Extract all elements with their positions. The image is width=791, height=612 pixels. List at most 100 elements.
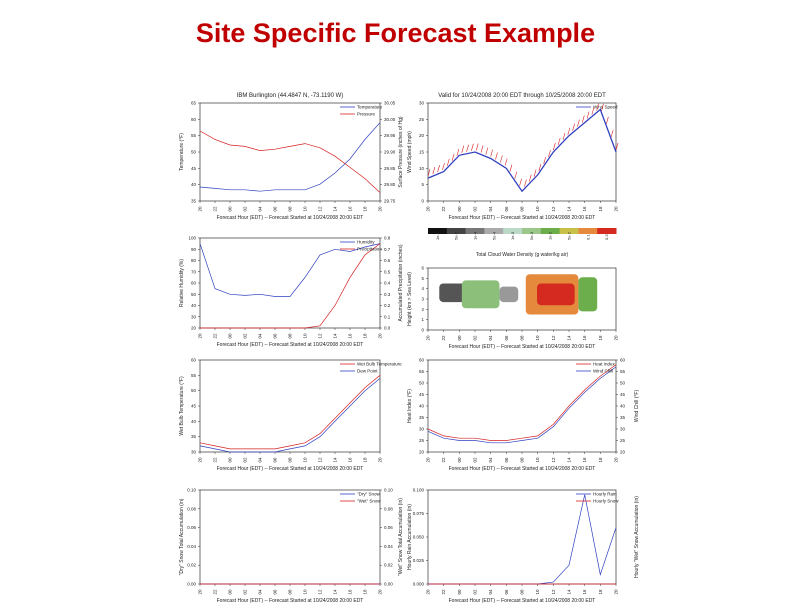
x-tick-label: 02 [243,206,248,212]
x-tick-label: 12 [318,206,323,212]
x-tick-label: 02 [473,589,478,595]
x-tick-label: 00 [228,206,233,212]
y-tick-label: 0 [421,199,424,204]
y-tick-label: 0.025 [413,558,425,563]
x-tick-label: 16 [348,333,353,339]
wind-barb [451,153,455,161]
y-tick-label: 40 [191,182,197,187]
x-tick-label: 20 [198,457,203,463]
y-tick-label: 25 [419,117,425,122]
y-tick-label: 0.08 [187,506,196,511]
legend-label: Temperature [357,105,383,110]
y2-tick-label: 0.06 [384,525,393,530]
wind-barb [533,169,537,177]
colorbar-cell [484,228,504,234]
y-tick-label: 0.02 [187,563,196,568]
y2-tick-label: 0.6 [384,258,391,263]
x-tick-label: 04 [258,457,263,463]
colorbar-tick-label: 1e-3 [510,231,515,240]
y-axis-label: Hourly Rain Accumulation (in) [407,504,413,570]
x-tick-label: 12 [318,457,323,463]
wind-barb [543,156,546,165]
y2-tick-label: 30.00 [384,117,396,122]
x-tick-label: 08 [520,457,525,463]
x-tick-label: 10 [535,589,540,595]
plot-frame [427,102,617,202]
x-tick-label: 22 [213,589,218,595]
colorbar-cell [465,228,485,234]
y-tick-label: 30 [419,427,425,432]
colorbar-cell [559,228,579,234]
y2-tick-label: 30.05 [384,101,396,106]
x-tick-label: 14 [567,589,572,595]
wind-barb [567,127,571,136]
x-tick-label: 20 [378,589,383,595]
y2-tick-label: 29.75 [384,199,396,204]
y-tick-label: 3 [421,297,424,302]
slide-title: Site Specific Forecast Example [195,18,596,48]
x-tick-label: 10 [303,206,308,212]
wind-barb [490,149,493,157]
colorbar-cell [522,228,542,234]
x-tick-label: 00 [457,457,462,463]
x-tick-label: 02 [243,333,248,339]
x-tick-label: 20 [614,206,619,212]
x-tick-label: 10 [535,335,540,341]
x-tick-label: 16 [582,206,587,212]
legend-label: Wind Speed [593,105,618,110]
x-tick-label: 22 [441,335,446,341]
x-tick-label: 00 [228,589,233,595]
colorbar-tick-label: 1e-5 [435,231,440,240]
y-axis-label: Height (km > Sea Level) [407,272,413,326]
legend-label: Dew Point [357,369,378,374]
y-tick-label: 45 [419,392,425,397]
y2-tick-label: 50 [620,381,626,386]
cloud-cell [461,280,500,309]
colorbar-label: Total Cloud Water Density (g water/kg ai… [476,252,569,258]
wind-barb [485,147,489,155]
series-line [200,243,381,329]
y2-tick-label: 55 [620,369,626,374]
x-axis-label: Forecast Hour (EDT) -- Forecast Started … [449,215,596,221]
wind-barb [461,145,465,153]
y2-tick-label: 40 [620,404,626,409]
y-axis-label: Relative Humidity (%) [179,259,185,307]
y-tick-label: 0.075 [413,511,425,516]
legend-label: Precipitation [357,247,382,252]
y-tick-label: 80 [191,258,197,263]
wind-barb [524,179,527,187]
x-tick-label: 08 [520,206,525,212]
y-tick-label: 45 [191,404,197,409]
y2-axis-label: "Wet" Snow Total Accumulation (in) [398,498,404,576]
wind-barb [466,144,469,152]
colorbar-tick-label: 5e-4 [491,231,496,240]
series-line [199,375,381,450]
y2-tick-label: 29.90 [384,150,396,155]
y2-tick-label: 20 [620,450,626,455]
wind-barb [577,119,580,127]
x-tick-label: 00 [457,335,462,341]
wind-barb [601,103,604,111]
x-tick-label: 20 [426,457,431,463]
wind-barb [437,165,440,173]
series-line [427,366,617,444]
y-tick-label: 50 [191,150,197,155]
x-axis-label: Forecast Hour (EDT) -- Forecast Started … [217,466,364,472]
y-tick-label: 30 [419,101,425,106]
x-tick-label: 02 [473,206,478,212]
y-tick-label: 20 [191,326,197,331]
y-tick-label: 4 [421,286,424,291]
wind-barb [596,103,600,111]
y-tick-label: 35 [419,415,425,420]
y-tick-label: 70 [191,269,197,274]
x-tick-label: 06 [273,589,278,595]
y-tick-label: 0.050 [413,535,425,540]
y-axis-label: Heat Index (°F) [407,389,413,423]
x-tick-label: 20 [198,206,203,212]
x-tick-label: 08 [288,589,293,595]
y-tick-label: 35 [191,199,197,204]
x-axis-label: Forecast Hour (EDT) -- Forecast Started … [449,466,596,472]
x-tick-label: 04 [488,335,493,341]
x-tick-label: 18 [598,457,603,463]
y-tick-label: 50 [419,381,425,386]
